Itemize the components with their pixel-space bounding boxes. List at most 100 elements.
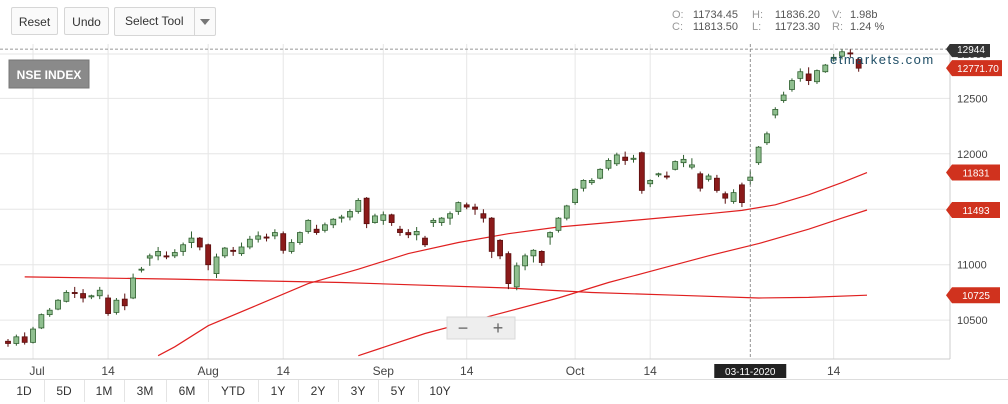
select-tool-dropdown[interactable]: Select Tool	[114, 7, 216, 36]
candle-body[interactable]	[780, 94, 787, 101]
candlestick-chart[interactable]: 105001100011500120001250012900Jul14Aug14…	[0, 44, 1008, 380]
candle-body[interactable]	[347, 211, 353, 218]
candle-body[interactable]	[730, 192, 737, 202]
candle-body[interactable]	[789, 80, 795, 90]
candle-body[interactable]	[839, 51, 845, 57]
candle-body[interactable]	[630, 157, 637, 160]
candle-body[interactable]	[180, 244, 187, 252]
candle-body[interactable]	[672, 161, 679, 170]
candle-body[interactable]	[580, 180, 587, 189]
candle-body[interactable]	[622, 156, 629, 161]
candle-body[interactable]	[213, 256, 220, 274]
chevron-down-icon[interactable]	[194, 8, 215, 35]
candle-body[interactable]	[280, 233, 287, 251]
candle-body[interactable]	[513, 265, 520, 288]
candle-body[interactable]	[714, 177, 720, 191]
range-button-3y[interactable]: 3Y	[338, 380, 377, 402]
candle-body[interactable]	[13, 336, 20, 344]
candle-body[interactable]	[230, 249, 237, 252]
candle-body[interactable]	[472, 206, 478, 210]
candle-body[interactable]	[38, 314, 45, 329]
range-button-2y[interactable]: 2Y	[298, 380, 337, 402]
reset-button[interactable]: Reset	[11, 7, 58, 35]
candle-body[interactable]	[63, 292, 70, 302]
candle-body[interactable]	[55, 299, 61, 310]
range-button-1y[interactable]: 1Y	[258, 380, 297, 402]
range-button-6m[interactable]: 6M	[166, 380, 207, 402]
candle-body[interactable]	[538, 251, 545, 263]
candle-body[interactable]	[355, 199, 362, 212]
candle-body[interactable]	[597, 168, 604, 179]
candle-body[interactable]	[71, 292, 78, 294]
candle-body[interactable]	[238, 246, 245, 255]
zoom-out-button[interactable]: −	[458, 318, 469, 338]
candle-body[interactable]	[88, 295, 95, 298]
candle-body[interactable]	[322, 224, 328, 231]
candle-body[interactable]	[647, 180, 654, 185]
candle-body[interactable]	[805, 73, 812, 82]
candle-body[interactable]	[363, 197, 370, 225]
candle-body[interactable]	[171, 252, 178, 257]
candle-body[interactable]	[830, 56, 837, 59]
candle-body[interactable]	[455, 202, 462, 212]
candle-body[interactable]	[196, 237, 203, 248]
candle-body[interactable]	[555, 217, 562, 231]
candle-body[interactable]	[430, 219, 437, 223]
candle-body[interactable]	[764, 133, 770, 144]
candle-body[interactable]	[388, 214, 395, 223]
undo-button[interactable]: Undo	[64, 7, 109, 35]
candle-body[interactable]	[130, 277, 137, 299]
candle-body[interactable]	[405, 232, 412, 236]
candle-body[interactable]	[313, 228, 320, 233]
candle-body[interactable]	[372, 215, 378, 223]
candle-body[interactable]	[413, 231, 420, 236]
candle-body[interactable]	[463, 204, 470, 208]
zoom-in-button[interactable]: +	[493, 318, 504, 338]
candle-body[interactable]	[638, 152, 645, 191]
candle-body[interactable]	[96, 289, 103, 297]
candle-body[interactable]	[655, 173, 662, 176]
range-button-3m[interactable]: 3M	[124, 380, 165, 402]
candle-body[interactable]	[105, 297, 111, 314]
candle-body[interactable]	[605, 160, 612, 169]
range-button-10y[interactable]: 10Y	[418, 380, 461, 402]
candle-body[interactable]	[163, 255, 170, 258]
candle-body[interactable]	[572, 188, 579, 204]
candle-body[interactable]	[613, 154, 620, 165]
candle-body[interactable]	[497, 239, 503, 257]
candle-body[interactable]	[822, 64, 829, 73]
candle-body[interactable]	[380, 214, 387, 221]
candle-body[interactable]	[5, 340, 11, 344]
candle-body[interactable]	[21, 336, 28, 343]
candle-body[interactable]	[772, 109, 779, 116]
candle-body[interactable]	[688, 164, 695, 168]
candle-body[interactable]	[438, 217, 445, 223]
candle-body[interactable]	[155, 251, 162, 257]
candle-body[interactable]	[246, 238, 253, 248]
candle-body[interactable]	[447, 213, 453, 219]
candle-body[interactable]	[755, 146, 762, 164]
range-button-1m[interactable]: 1M	[84, 380, 123, 402]
candle-body[interactable]	[488, 217, 495, 252]
candle-body[interactable]	[263, 236, 270, 239]
candle-body[interactable]	[547, 232, 553, 238]
candle-body[interactable]	[146, 255, 153, 259]
candle-body[interactable]	[138, 268, 145, 271]
candle-body[interactable]	[30, 328, 36, 343]
candle-body[interactable]	[588, 180, 595, 184]
candle-body[interactable]	[113, 299, 120, 313]
candle-body[interactable]	[563, 205, 570, 219]
candle-body[interactable]	[847, 52, 854, 55]
candle-body[interactable]	[530, 249, 537, 257]
candle-body[interactable]	[221, 247, 228, 257]
candle-body[interactable]	[739, 184, 745, 204]
candle-body[interactable]	[121, 298, 128, 307]
candle-body[interactable]	[205, 244, 212, 266]
candle-body[interactable]	[855, 59, 862, 69]
candle-body[interactable]	[271, 232, 278, 237]
candle-body[interactable]	[296, 232, 303, 243]
candle-body[interactable]	[722, 193, 729, 199]
candle-body[interactable]	[705, 175, 712, 180]
candle-body[interactable]	[697, 173, 704, 189]
candle-body[interactable]	[80, 293, 86, 299]
